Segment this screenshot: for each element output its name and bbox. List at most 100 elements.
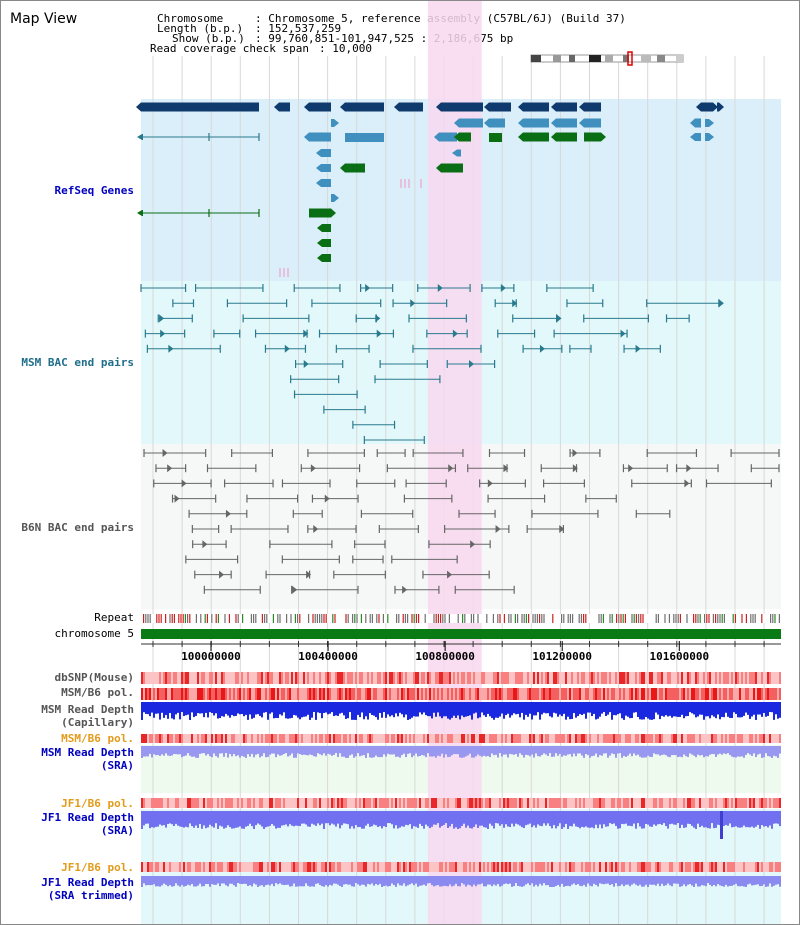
gene-feature-arrow[interactable] <box>719 102 724 112</box>
gene-feature-arrow[interactable] <box>454 132 459 142</box>
gene-feature[interactable] <box>322 224 331 232</box>
track-label-msm-bac[interactable]: MSM BAC end pairs <box>21 356 134 369</box>
gene-feature-arrow[interactable] <box>316 149 321 157</box>
gene-feature[interactable] <box>523 118 549 128</box>
gene-feature[interactable] <box>489 102 511 112</box>
gene-feature[interactable] <box>705 119 709 127</box>
gene-feature[interactable] <box>309 102 331 112</box>
gene-feature-arrow[interactable] <box>454 118 459 128</box>
gene-feature[interactable] <box>457 149 461 157</box>
track-label-msm-depth-cap-2[interactable]: (Capillary) <box>61 716 134 729</box>
gene-feature-arrow[interactable] <box>518 118 523 128</box>
track-label-jf1-depth-sra-1[interactable]: JF1 Read Depth <box>41 811 134 824</box>
track-label-msm-depth-cap-1[interactable]: MSM Read Depth <box>41 703 134 716</box>
gene-feature[interactable] <box>309 132 331 142</box>
gene-feature-arrow[interactable] <box>436 163 441 173</box>
gene-feature[interactable] <box>523 132 549 142</box>
gene-feature[interactable] <box>441 163 463 173</box>
gene-feature-arrow[interactable] <box>317 239 322 247</box>
gene-feature-arrow[interactable] <box>331 208 336 218</box>
gene-feature-arrow[interactable] <box>579 102 584 112</box>
gene-feature-arrow[interactable] <box>436 102 441 112</box>
gene-feature-arrow[interactable] <box>317 224 322 232</box>
gene-feature-arrow[interactable] <box>690 118 695 128</box>
track-label-jf1-b6-pol-1[interactable]: JF1/B6 pol. <box>61 797 134 810</box>
gene-feature-arrow[interactable] <box>452 149 457 157</box>
track-label-msm-b6-pol-2[interactable]: MSM/B6 pol. <box>61 732 134 745</box>
gene-feature-arrow[interactable] <box>334 194 339 202</box>
gene-feature[interactable] <box>399 102 423 112</box>
gene-feature-arrow[interactable] <box>696 102 701 112</box>
gene-feature-arrow[interactable] <box>340 102 345 112</box>
gene-feature[interactable] <box>695 118 701 128</box>
gene-feature-arrow[interactable] <box>518 132 523 142</box>
gene-feature[interactable] <box>459 132 471 142</box>
gene-feature[interactable] <box>142 134 143 140</box>
track-label-b6n-bac[interactable]: B6N BAC end pairs <box>21 521 134 534</box>
gene-feature-arrow[interactable] <box>690 133 695 141</box>
gene-feature[interactable] <box>345 163 365 173</box>
gene-feature-arrow[interactable] <box>709 119 714 127</box>
track-label-jf1-depth-sra-2[interactable]: (SRA) <box>100 824 134 837</box>
gene-feature-arrow[interactable] <box>434 132 439 142</box>
gene-feature-arrow[interactable] <box>709 133 714 141</box>
gene-feature[interactable] <box>345 133 384 142</box>
ideogram-position-marker[interactable] <box>627 51 633 66</box>
gene-feature-arrow[interactable] <box>601 132 606 142</box>
gene-feature[interactable] <box>321 179 331 187</box>
gene-feature[interactable] <box>695 133 701 141</box>
gene-feature-arrow[interactable] <box>136 102 141 112</box>
gene-feature-arrow[interactable] <box>551 102 556 112</box>
gene-feature[interactable] <box>556 118 577 128</box>
gene-feature[interactable] <box>584 132 601 142</box>
gene-feature[interactable] <box>322 239 331 247</box>
gene-feature-arrow[interactable] <box>551 118 556 128</box>
gene-feature[interactable] <box>556 132 577 142</box>
gene-feature[interactable] <box>345 102 384 112</box>
gene-feature[interactable] <box>331 119 334 127</box>
track-label-msm-b6-pol-1[interactable]: MSM/B6 pol. <box>61 686 134 699</box>
gene-feature[interactable] <box>717 102 719 112</box>
track-label-msm-depth-sra-2[interactable]: (SRA) <box>100 759 134 772</box>
gene-feature-arrow[interactable] <box>518 102 523 112</box>
track-label-msm-depth-sra-1[interactable]: MSM Read Depth <box>41 746 134 759</box>
gene-feature-arrow[interactable] <box>316 179 321 187</box>
gene-feature-arrow[interactable] <box>484 102 489 112</box>
gene-feature-arrow[interactable] <box>334 119 339 127</box>
gene-feature-arrow[interactable] <box>579 118 584 128</box>
track-label-jf1-b6-pol-2[interactable]: JF1/B6 pol. <box>61 861 134 874</box>
track-label-refseq[interactable]: RefSeq Genes <box>54 184 134 197</box>
gene-feature[interactable] <box>321 164 331 172</box>
track-label-jf1-depth-trim-2[interactable]: (SRA trimmed) <box>47 889 134 902</box>
track-label-jf1-depth-trim-1[interactable]: JF1 Read Depth <box>41 876 134 889</box>
gene-feature[interactable] <box>556 102 577 112</box>
gene-feature[interactable] <box>141 102 259 112</box>
gene-feature-arrow[interactable] <box>316 164 321 172</box>
gene-feature-arrow[interactable] <box>394 102 399 112</box>
gene-feature-arrow[interactable] <box>304 132 309 142</box>
gene-feature[interactable] <box>331 194 334 202</box>
gene-feature-arrow[interactable] <box>484 118 489 128</box>
gene-feature[interactable] <box>142 210 143 216</box>
gene-feature-arrow[interactable] <box>340 163 345 173</box>
gene-feature-arrow[interactable] <box>551 132 556 142</box>
gene-feature[interactable] <box>459 118 483 128</box>
track-label-dbsnp[interactable]: dbSNP(Mouse) <box>54 671 134 684</box>
gene-feature-arrow[interactable] <box>137 134 142 140</box>
gene-feature-arrow[interactable] <box>137 210 142 216</box>
gene-feature[interactable] <box>439 132 457 142</box>
gene-feature-arrow[interactable] <box>304 102 309 112</box>
gene-feature[interactable] <box>584 118 601 128</box>
gene-feature[interactable] <box>705 102 713 112</box>
gene-feature[interactable] <box>489 133 502 142</box>
gene-feature[interactable] <box>489 118 505 128</box>
gene-feature[interactable] <box>322 254 331 262</box>
gene-feature[interactable] <box>279 102 290 112</box>
gene-feature-arrow[interactable] <box>713 102 718 112</box>
gene-feature[interactable] <box>523 102 549 112</box>
gene-feature-arrow[interactable] <box>317 254 322 262</box>
gene-feature[interactable] <box>705 133 709 141</box>
gene-feature[interactable] <box>441 102 483 112</box>
gene-feature[interactable] <box>584 102 601 112</box>
